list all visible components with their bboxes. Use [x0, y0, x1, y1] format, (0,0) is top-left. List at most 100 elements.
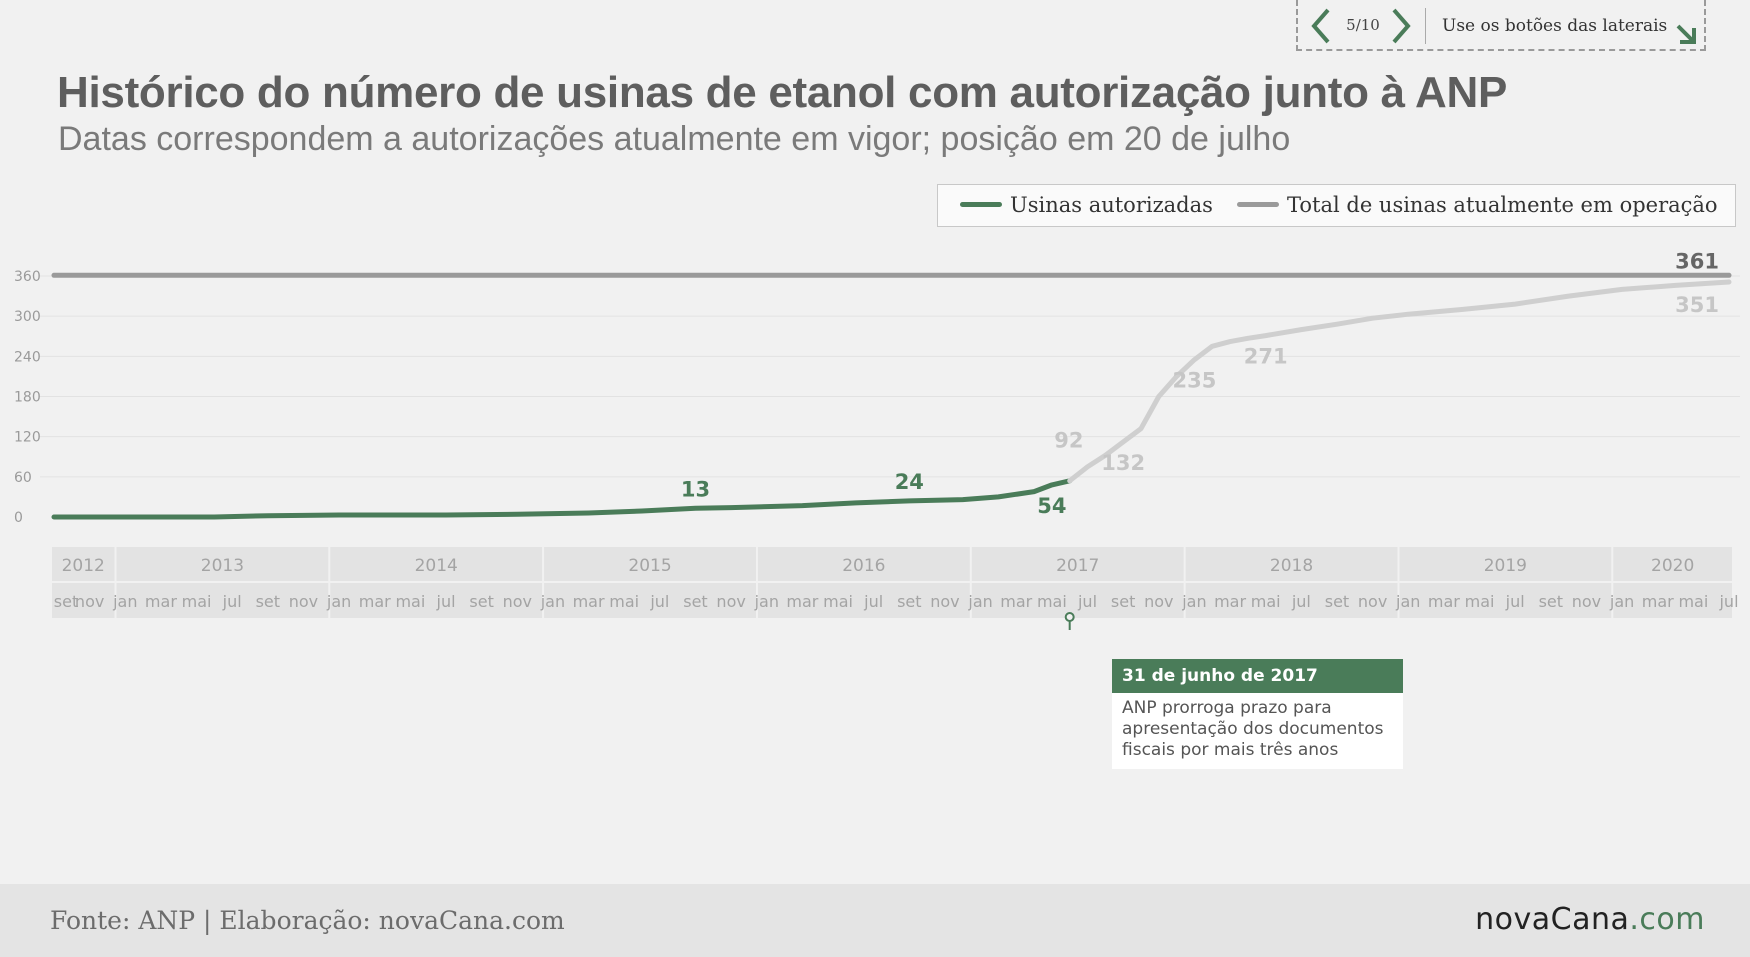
month-band — [971, 583, 1184, 618]
month-label: set — [1111, 592, 1135, 611]
chart-legend: Usinas autorizadas Total de usinas atual… — [937, 184, 1736, 227]
data-label: 92 — [1054, 428, 1083, 452]
month-label: mar — [359, 592, 391, 611]
month-label: nov — [716, 592, 745, 611]
month-label: mai — [1465, 592, 1495, 611]
year-label: 2015 — [628, 556, 671, 576]
month-label: nov — [930, 592, 959, 611]
chart-title: Histórico do número de usinas de etanol … — [57, 68, 1508, 117]
year-band — [116, 547, 329, 581]
month-label: jul — [1718, 592, 1738, 611]
month-label: jul — [222, 592, 242, 611]
month-label: jan — [326, 592, 351, 611]
annotation-tooltip: 31 de junho de 2017 ANP prorroga prazo p… — [1112, 659, 1403, 769]
y-tick-label: 300 — [14, 309, 41, 325]
brand-logo: novaCana.com — [1475, 902, 1705, 937]
year-label: 2016 — [842, 556, 885, 576]
month-label: jan — [1609, 592, 1634, 611]
data-label: 271 — [1244, 345, 1288, 369]
data-label: 24 — [895, 470, 924, 494]
year-band — [1185, 547, 1398, 581]
y-tick-label: 240 — [14, 349, 41, 365]
month-label: mar — [1214, 592, 1246, 611]
annotation-title: 31 de junho de 2017 — [1112, 659, 1403, 693]
month-label: set — [1539, 592, 1563, 611]
month-band — [1399, 583, 1612, 618]
legend-item-authorized: Usinas autorizadas — [960, 193, 1213, 217]
month-label: jul — [649, 592, 669, 611]
year-label: 2012 — [62, 556, 105, 576]
data-label: 13 — [681, 477, 710, 501]
month-label: mar — [786, 592, 818, 611]
year-band — [971, 547, 1184, 581]
month-band — [330, 583, 543, 618]
month-label: mai — [1037, 592, 1067, 611]
month-band — [52, 583, 115, 618]
month-label: nov — [503, 592, 532, 611]
month-label: mai — [395, 592, 425, 611]
year-band — [544, 547, 756, 581]
month-band — [757, 583, 970, 618]
chevron-right-icon[interactable] — [1386, 8, 1416, 44]
month-label: set — [683, 592, 707, 611]
month-label: jan — [540, 592, 565, 611]
month-band — [116, 583, 329, 618]
month-label: set — [897, 592, 921, 611]
month-label: set — [256, 592, 280, 611]
month-label: mai — [1251, 592, 1281, 611]
month-label: jul — [1291, 592, 1311, 611]
annotation-marker — [1064, 612, 1075, 622]
month-label: jan — [754, 592, 779, 611]
month-label: set — [469, 592, 493, 611]
legend-swatch-gray — [1237, 202, 1279, 207]
y-tick-label: 360 — [14, 269, 41, 285]
legend-swatch-green — [960, 202, 1002, 207]
month-band — [1613, 583, 1732, 618]
chart-subtitle: Datas correspondem a autorizações atualm… — [58, 120, 1291, 158]
y-tick-label: 0 — [14, 510, 23, 526]
month-label: mar — [1428, 592, 1460, 611]
year-label: 2018 — [1270, 556, 1313, 576]
year-label: 2020 — [1651, 556, 1694, 576]
month-label: mai — [823, 592, 853, 611]
year-label: 2019 — [1484, 556, 1527, 576]
legend-label-authorized: Usinas autorizadas — [1010, 193, 1213, 217]
month-label: jul — [1077, 592, 1097, 611]
year-band — [1399, 547, 1612, 581]
series-line-2 — [1067, 279, 1732, 484]
month-label: mai — [609, 592, 639, 611]
source-note: Fonte: ANP | Elaboração: novaCana.com — [50, 906, 565, 935]
month-label: jan — [1181, 592, 1206, 611]
data-label: 235 — [1173, 369, 1217, 393]
series-line-1 — [51, 478, 1073, 520]
month-label: nov — [289, 592, 318, 611]
month-band — [1185, 583, 1398, 618]
page-indicator: 5/10 — [1346, 16, 1380, 34]
month-label: jul — [436, 592, 456, 611]
brand-tld: .com — [1629, 902, 1705, 937]
month-label: nov — [1358, 592, 1387, 611]
brand-name: novaCana — [1475, 902, 1630, 937]
year-band — [52, 547, 115, 581]
footer: Fonte: ANP | Elaboração: novaCana.com no… — [0, 884, 1750, 957]
month-label: mai — [1678, 592, 1708, 611]
y-tick-label: 180 — [14, 390, 41, 406]
data-label: 132 — [1101, 451, 1145, 475]
line-chart: 0 60 120 180 240 300 360 13 24 54 92 132 235 271 361 35… — [14, 249, 1740, 630]
annotation-text: ANP prorroga prazo para apresentação dos… — [1112, 693, 1403, 769]
month-label: jan — [967, 592, 992, 611]
year-label: 2014 — [415, 556, 458, 576]
year-label: 2013 — [201, 556, 244, 576]
legend-label-total: Total de usinas atualmente em operação — [1287, 193, 1718, 217]
month-label: mar — [1642, 592, 1674, 611]
year-label: 2017 — [1056, 556, 1099, 576]
data-label: 361 — [1675, 249, 1719, 273]
nav-hint: Use os botões das laterais — [1442, 16, 1668, 36]
legend-item-total: Total de usinas atualmente em operação — [1237, 193, 1718, 217]
month-label: mar — [573, 592, 605, 611]
year-band — [1613, 547, 1732, 581]
month-label: jul — [863, 592, 883, 611]
year-band — [757, 547, 970, 581]
month-label: mai — [182, 592, 212, 611]
chevron-left-icon[interactable] — [1308, 8, 1338, 44]
